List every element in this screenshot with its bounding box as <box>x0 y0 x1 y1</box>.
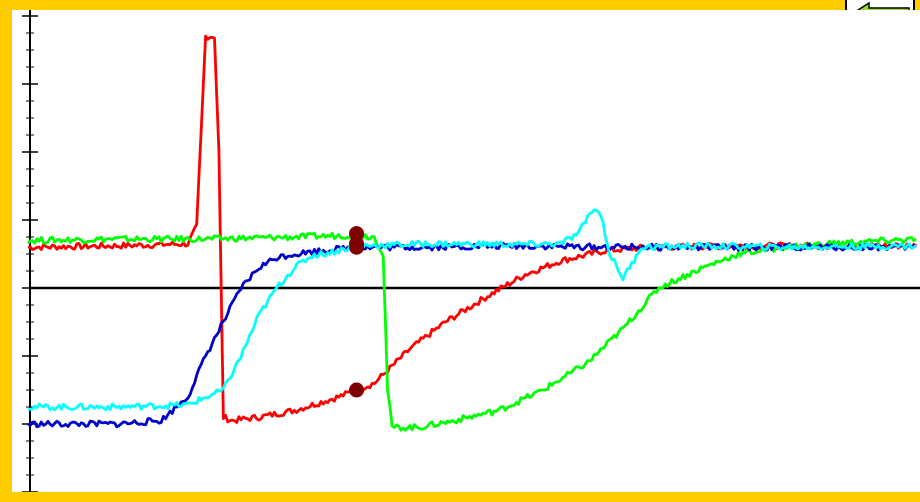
series-line-0 <box>27 34 917 424</box>
series-line-3 <box>27 208 917 412</box>
series-marker-3 <box>349 236 365 252</box>
series-marker-0 <box>349 382 365 398</box>
series-line-1 <box>26 231 917 432</box>
plot-area <box>12 10 920 492</box>
chart-title-strip <box>380 0 560 10</box>
series-line-2 <box>27 241 917 429</box>
line-chart <box>22 10 920 492</box>
